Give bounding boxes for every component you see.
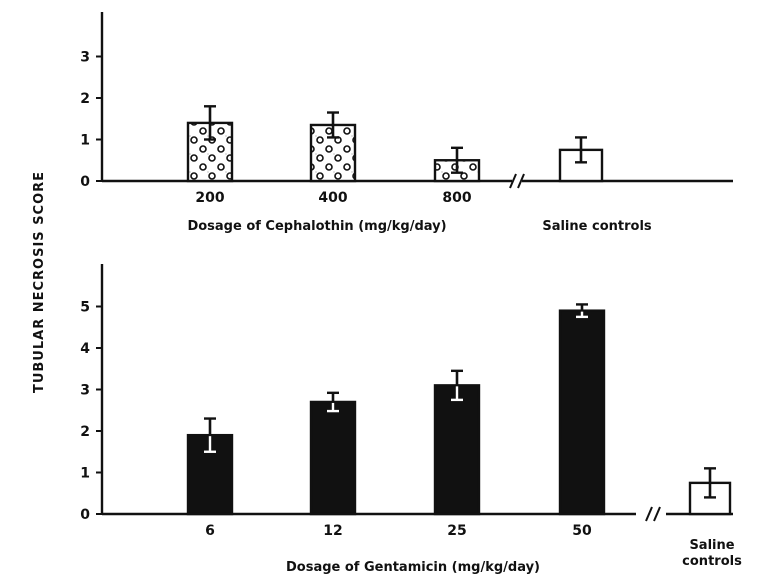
axis-break-mark — [653, 506, 661, 522]
axis-break-mark — [517, 173, 525, 189]
bar — [309, 400, 357, 516]
x-tick-label: 800 — [442, 190, 471, 206]
y-tick-label: 2 — [80, 91, 90, 107]
x-tick-label: 50 — [572, 523, 592, 539]
panel-cephalothin: 0 1 2 3 200 400 800 Dosage of Cephalothin (mg/k… — [80, 12, 733, 234]
axis-break-mark — [645, 506, 653, 522]
y-tick-label: 5 — [80, 300, 90, 316]
y-tick-label: 4 — [80, 341, 90, 357]
control-label-line: Saline — [689, 538, 734, 553]
axis-break-mark — [509, 173, 517, 189]
x-tick-label: 200 — [195, 190, 224, 206]
y-tick-label: 0 — [80, 174, 90, 190]
bar — [433, 384, 481, 516]
x-tick-label: 6 — [205, 523, 215, 539]
axis-break-gap — [648, 511, 658, 517]
control-label: Saline controls — [542, 219, 652, 234]
y-tick-label: 3 — [80, 383, 90, 399]
y-axis-title: TUBULAR NECROSIS SCORE — [32, 171, 47, 393]
y-tick-label: 0 — [80, 507, 90, 523]
y-tick-label: 1 — [80, 133, 90, 149]
control-label-line: controls — [682, 554, 742, 569]
x-tick-label: 400 — [318, 190, 347, 206]
y-tick-label: 3 — [80, 50, 90, 66]
y-tick-label: 1 — [80, 466, 90, 482]
axis-break-gap — [512, 178, 522, 184]
x-tick-label: 25 — [447, 523, 466, 539]
y-tick-label: 2 — [80, 424, 90, 440]
bar — [558, 309, 606, 516]
x-axis-title: Dosage of Cephalothin (mg/kg/day) — [187, 219, 446, 234]
x-axis-title: Dosage of Gentamicin (mg/kg/day) — [286, 560, 540, 575]
x-tick-label: 12 — [323, 523, 342, 539]
